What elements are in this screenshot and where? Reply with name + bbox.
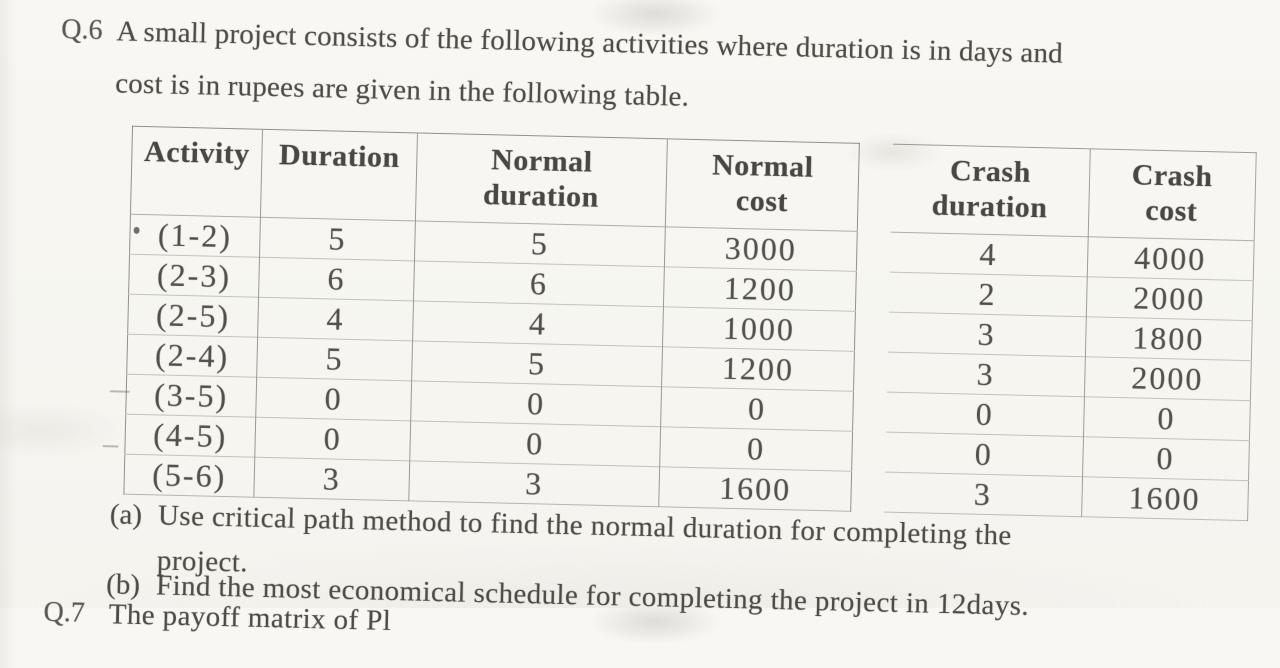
cell-normal-cost: 3000 xyxy=(664,226,858,272)
cell-normal-cost: 0 xyxy=(660,386,854,432)
question-number: Q.6 xyxy=(60,14,103,47)
activity-cost-tables: Activity Duration Normal duration Normal… xyxy=(123,125,1257,522)
normal-table-header-row: Activity Duration Normal duration Normal… xyxy=(130,126,860,232)
cell-activity: (2-4) xyxy=(154,336,230,375)
header-normal-duration: Normal duration xyxy=(415,132,668,227)
cell-normal-cost: 0 xyxy=(659,426,853,472)
cell-activity: (5-6) xyxy=(151,456,227,495)
cell-normal-duration: 0 xyxy=(409,420,661,467)
cell-activity: (4-5) xyxy=(152,416,228,455)
cell-crash-duration: 3 xyxy=(977,315,997,353)
cell-duration: 4 xyxy=(257,297,414,341)
question-6: Q.6 A small project consists of the foll… xyxy=(59,4,1063,132)
cell-activity: (3-5) xyxy=(153,376,229,415)
question-7-partial: Q.7 The payoff matrix of Pl xyxy=(43,587,392,647)
header-duration: Duration xyxy=(260,129,418,221)
crash-cost-table: Crash duration Crash cost 4 4000 2 2000 … xyxy=(884,143,1257,522)
cell-normal-cost: 1000 xyxy=(662,306,856,352)
cell-crash-duration: 2 xyxy=(978,275,998,313)
question-text: A small project consists of the followin… xyxy=(114,15,1064,113)
header-normal-cost: Normal cost xyxy=(665,138,860,232)
cell-crash-duration: 3 xyxy=(973,475,993,513)
cell-crash-cost: 2000 xyxy=(1083,356,1251,401)
header-crash-cost: Crash cost xyxy=(1087,148,1256,241)
cell-normal-cost: 1200 xyxy=(661,346,855,392)
cell-duration: 0 xyxy=(254,417,411,461)
cell-crash-duration: 4 xyxy=(979,235,998,273)
header-activity: Activity xyxy=(143,135,251,171)
cell-crash-cost: 1800 xyxy=(1084,316,1252,361)
cell-activity: (2-5) xyxy=(155,296,231,335)
scan-artifact-dash xyxy=(102,445,119,448)
cell-normal-duration: 6 xyxy=(413,260,665,307)
cell-crash-duration: 3 xyxy=(976,355,996,393)
cell-crash-cost: 0 xyxy=(1082,396,1250,441)
q7-partial-text: The payoff matrix of Pl xyxy=(108,598,392,637)
cell-normal-duration: 0 xyxy=(410,380,662,427)
cell-crash-cost: 1600 xyxy=(1081,476,1249,521)
cell-duration: 3 xyxy=(253,457,410,501)
cell-crash-cost: 0 xyxy=(1082,436,1249,481)
cell-crash-cost: 4000 xyxy=(1086,236,1254,281)
scanned-document-page: Q.6 A small project consists of the foll… xyxy=(43,4,1257,637)
cell-crash-duration: 0 xyxy=(974,435,994,473)
cell-duration: 0 xyxy=(255,377,412,421)
cell-duration: 5 xyxy=(259,217,416,261)
cell-normal-cost: 1200 xyxy=(663,266,857,312)
cell-normal-duration: 5 xyxy=(411,340,663,387)
crash-table-header-row: Crash duration Crash cost xyxy=(890,144,1256,241)
cell-normal-duration: 4 xyxy=(412,300,664,347)
normal-cost-table: Activity Duration Normal duration Normal… xyxy=(123,125,860,512)
cell-normal-duration: 5 xyxy=(414,220,666,267)
cell-duration: 5 xyxy=(256,337,413,381)
cell-crash-cost: 2000 xyxy=(1085,276,1253,321)
cell-normal-cost: 1600 xyxy=(658,466,852,512)
q7-number: Q.7 xyxy=(43,596,86,629)
cell-activity: (1-2) xyxy=(157,216,233,255)
cell-duration: 6 xyxy=(258,257,415,301)
cell-activity: (2-3) xyxy=(156,256,232,295)
header-crash-duration: Crash duration xyxy=(931,154,1048,225)
cell-crash-duration: 0 xyxy=(975,395,995,433)
